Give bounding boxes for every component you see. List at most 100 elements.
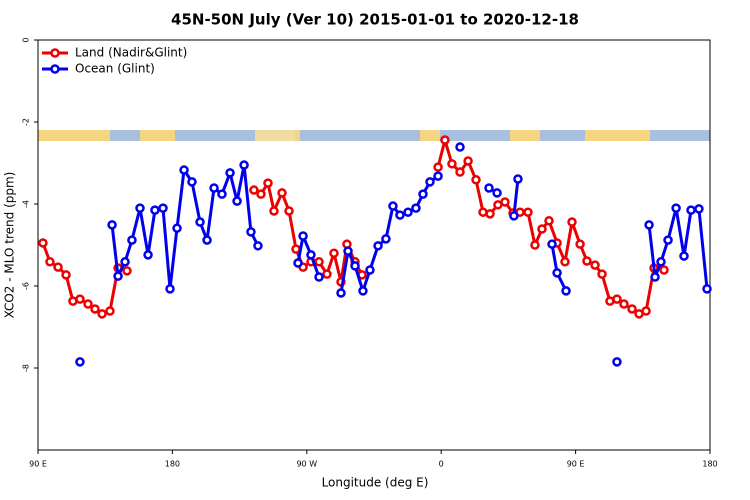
point <box>314 272 324 282</box>
point <box>663 235 673 245</box>
point <box>127 235 137 245</box>
point <box>225 168 235 178</box>
point <box>306 250 316 260</box>
point <box>158 203 168 213</box>
point <box>619 299 629 309</box>
y-axis-label: XCO2 - MLO trend (ppm) <box>3 172 17 319</box>
point <box>560 257 570 267</box>
point <box>455 142 465 152</box>
legend-marker <box>50 48 60 58</box>
point <box>567 217 577 227</box>
x-tick-label: 90 W <box>296 460 317 469</box>
point <box>246 227 256 237</box>
point <box>105 306 115 316</box>
point <box>97 309 107 319</box>
point <box>120 257 130 267</box>
point <box>329 248 339 258</box>
point <box>217 189 227 199</box>
point <box>113 271 123 281</box>
point <box>179 165 189 175</box>
point <box>418 189 428 199</box>
point <box>403 207 413 217</box>
point <box>209 183 219 193</box>
x-tick-label: 180 <box>165 460 180 469</box>
point <box>552 268 562 278</box>
y-tick-label: -8 <box>22 364 31 372</box>
point <box>322 269 332 279</box>
point <box>679 251 689 261</box>
point <box>122 266 132 276</box>
point <box>547 239 557 249</box>
point <box>612 357 622 367</box>
point <box>249 185 259 195</box>
point <box>411 203 421 213</box>
legend-label: Land (Nadir&Glint) <box>75 46 187 60</box>
point <box>590 260 600 270</box>
y-tick-label: -4 <box>22 200 31 208</box>
x-tick-label: 90 E <box>29 460 47 469</box>
point <box>232 196 242 206</box>
plot-frame <box>37 39 711 451</box>
point <box>83 299 93 309</box>
point <box>365 265 375 275</box>
point <box>582 256 592 266</box>
point <box>373 241 383 251</box>
point <box>612 294 622 304</box>
point <box>336 288 346 298</box>
point <box>284 206 294 216</box>
point <box>537 224 547 234</box>
point <box>702 284 712 294</box>
point <box>485 209 495 219</box>
point <box>597 269 607 279</box>
point <box>239 160 249 170</box>
point <box>492 188 502 198</box>
point <box>358 286 368 296</box>
point <box>433 171 443 181</box>
point <box>107 220 117 230</box>
point <box>433 162 443 172</box>
point <box>471 175 481 185</box>
point <box>644 220 654 230</box>
point <box>45 257 55 267</box>
point <box>530 240 540 250</box>
point <box>61 270 71 280</box>
point <box>293 258 303 268</box>
point <box>256 189 266 199</box>
point <box>509 211 519 221</box>
point <box>659 265 669 275</box>
point <box>463 156 473 166</box>
x-tick-label: 90 E <box>567 460 585 469</box>
point <box>202 235 212 245</box>
point <box>187 177 197 187</box>
point <box>561 286 571 296</box>
point <box>686 205 696 215</box>
point <box>143 250 153 260</box>
point <box>523 207 533 217</box>
point <box>500 197 510 207</box>
point <box>53 262 63 272</box>
point <box>75 357 85 367</box>
point <box>291 244 301 254</box>
point <box>195 217 205 227</box>
point <box>484 183 494 193</box>
x-axis-label: Longitude (deg E) <box>322 476 429 490</box>
point <box>263 178 273 188</box>
legend-label: Ocean (Glint) <box>75 62 155 76</box>
land-strip <box>38 130 710 141</box>
point <box>513 174 523 184</box>
point <box>627 304 637 314</box>
point <box>455 167 465 177</box>
x-tick-label: 0 <box>439 460 444 469</box>
point <box>447 159 457 169</box>
point <box>656 257 666 267</box>
point <box>75 294 85 304</box>
point <box>314 257 324 267</box>
point <box>425 177 435 187</box>
point <box>575 239 585 249</box>
point <box>298 231 308 241</box>
point <box>90 304 100 314</box>
point <box>269 206 279 216</box>
point <box>671 203 681 213</box>
legend-marker <box>50 64 60 74</box>
